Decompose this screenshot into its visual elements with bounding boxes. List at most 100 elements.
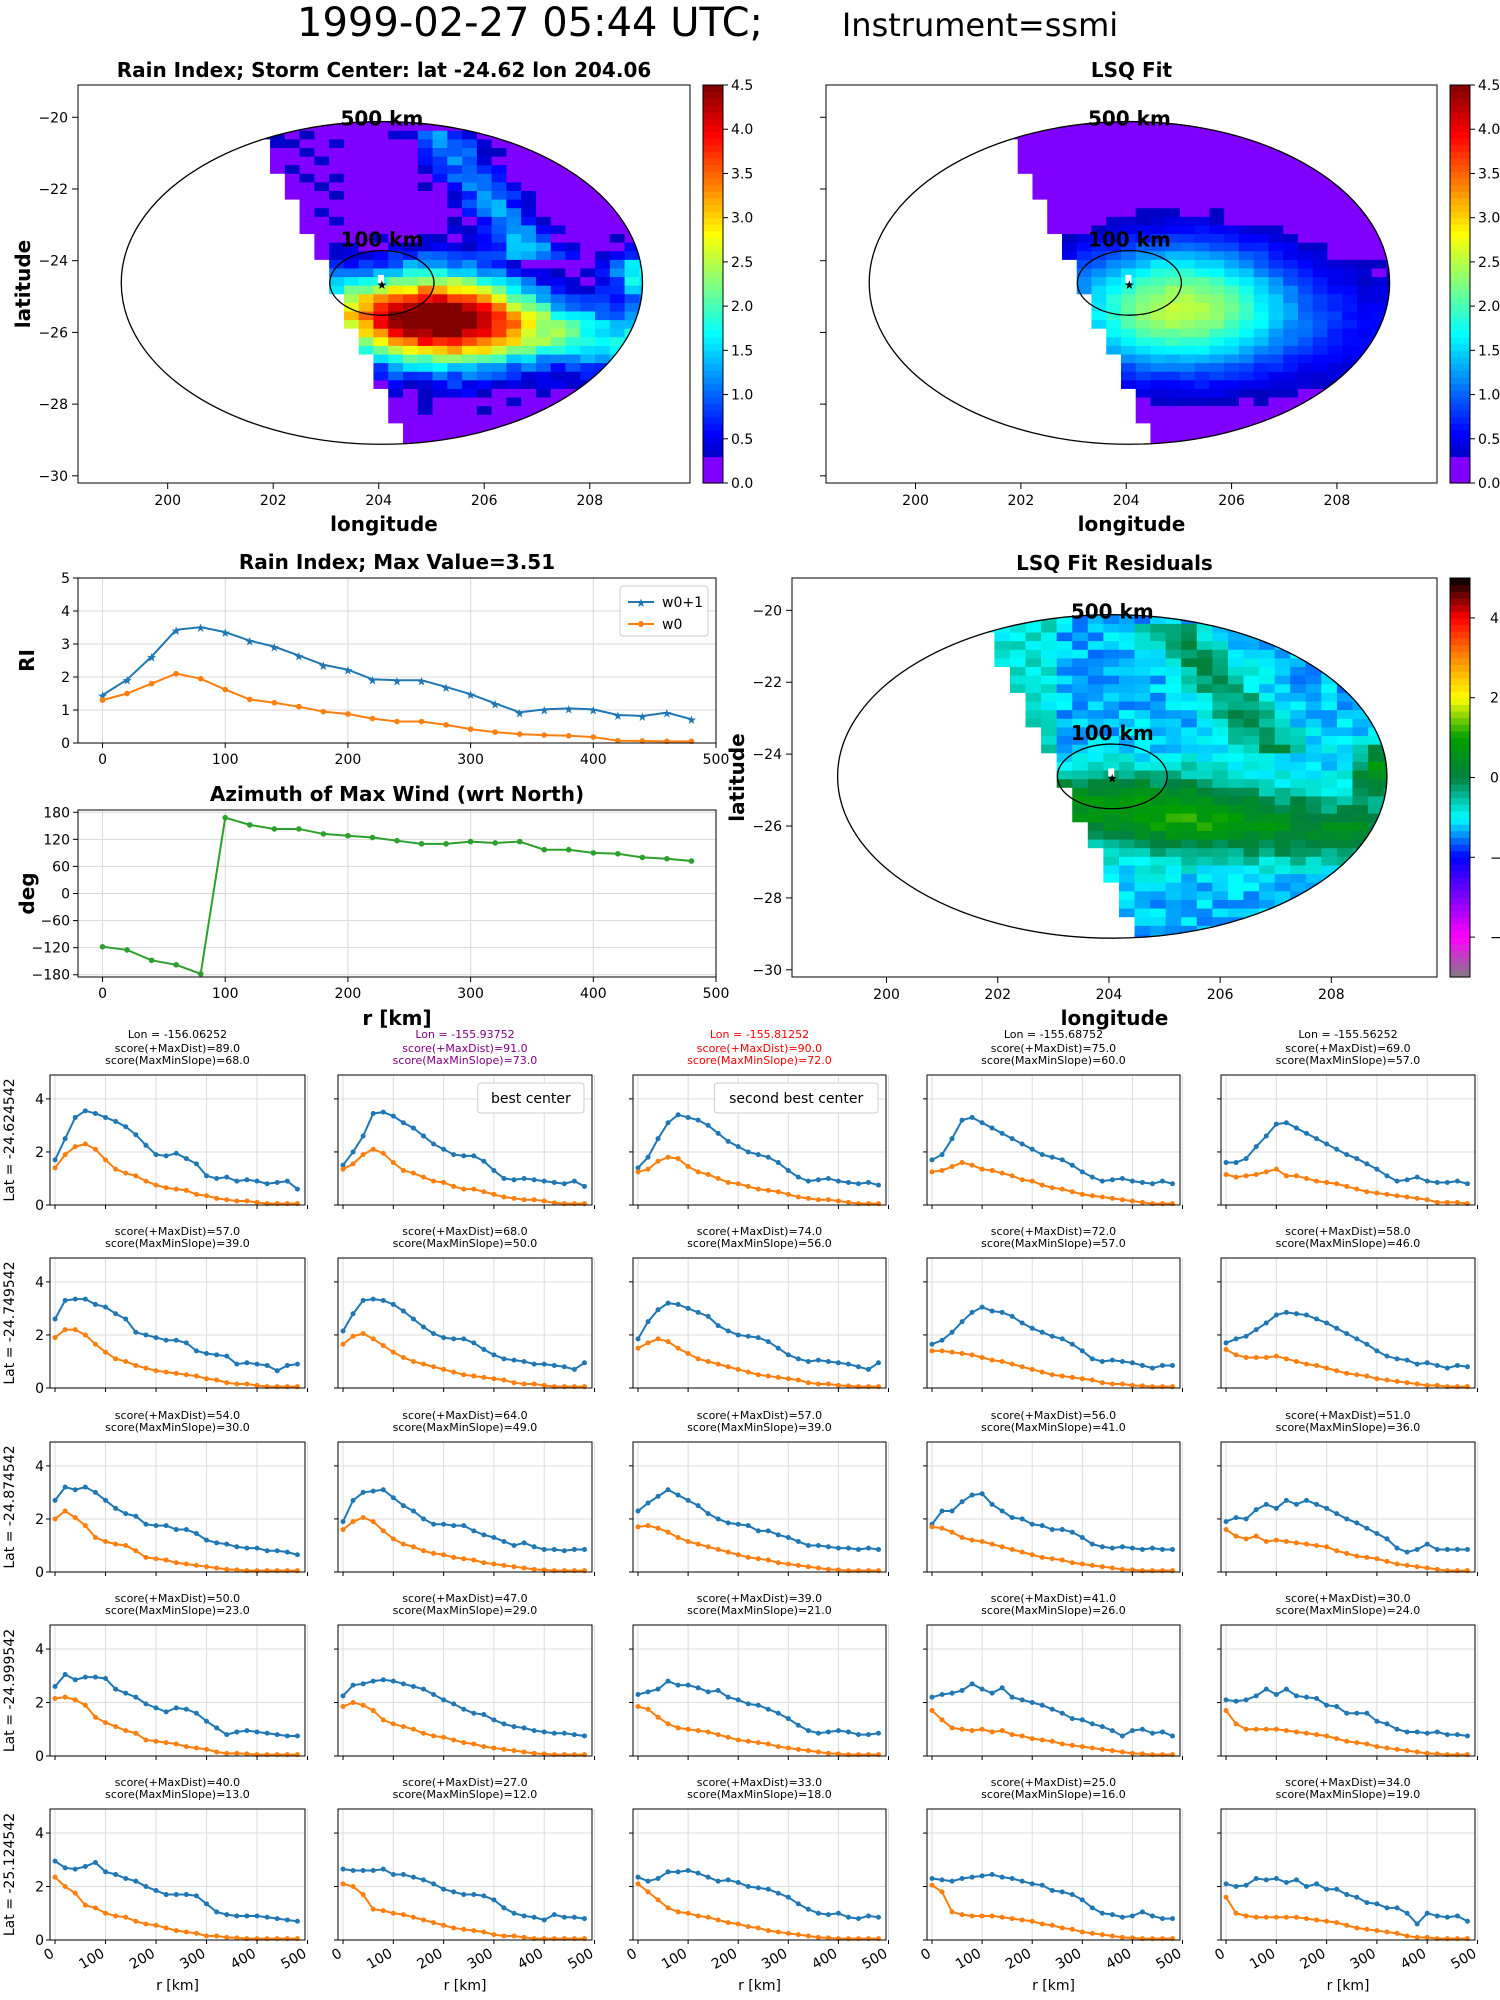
map-cell [447, 293, 463, 303]
map-cell [1352, 804, 1369, 814]
map-cell [1368, 838, 1385, 849]
map-cell [1268, 379, 1284, 389]
data-point [492, 840, 498, 846]
data-point [1404, 1380, 1410, 1386]
map-cell [476, 199, 493, 209]
data-point [296, 826, 302, 832]
map-cell [1327, 104, 1342, 113]
map-cell [1368, 778, 1385, 788]
map-cell [1032, 121, 1048, 131]
map-cell [1227, 830, 1245, 840]
map-cell [1224, 259, 1240, 269]
map-cell [402, 362, 419, 372]
data-point [561, 1364, 567, 1370]
map-cell [609, 181, 626, 192]
map-cell [329, 242, 345, 252]
data-point [400, 1541, 406, 1547]
data-point [254, 1178, 260, 1184]
map-cell [1386, 104, 1401, 113]
map-cell [270, 164, 286, 174]
chart-title: Azimuth of Max Wind (wrt North) [210, 782, 584, 806]
map-cell [1165, 224, 1181, 235]
map-cell [1386, 302, 1390, 312]
data-point [1089, 1356, 1095, 1362]
data-point [765, 1528, 771, 1534]
data-point [695, 1541, 701, 1547]
map-cell [624, 371, 640, 381]
map-cell [1371, 173, 1388, 183]
map-cell [1224, 138, 1240, 148]
colorbar-cell [1450, 857, 1470, 865]
data-point [92, 1714, 98, 1720]
map-cell [492, 104, 507, 113]
map-cell [684, 466, 699, 475]
data-point [1414, 1174, 1420, 1180]
map-cell [521, 276, 537, 286]
colorbar-cell [1450, 624, 1470, 632]
map-cell [1399, 865, 1415, 874]
map-cell [1238, 302, 1255, 312]
map-cell [669, 363, 684, 372]
map-cell [1297, 353, 1314, 364]
map-cell [1150, 173, 1166, 183]
data-point [431, 1364, 437, 1370]
map-cell [1047, 130, 1063, 140]
data-point: ★ [637, 710, 648, 724]
map-cell [1254, 104, 1269, 113]
map-cell [639, 190, 643, 200]
map-cell [1401, 242, 1416, 251]
x-tick-label: 300 [457, 752, 484, 768]
map-cell [1371, 285, 1388, 295]
map-cell [1002, 121, 1019, 131]
map-cell [1227, 700, 1245, 711]
map-cell [639, 414, 643, 424]
map-cell [1290, 795, 1307, 806]
y-axis-label: deg [15, 872, 39, 914]
map-cell [1165, 353, 1181, 364]
map-cell [1356, 233, 1373, 243]
map-cell [1386, 328, 1390, 338]
map-cell [1371, 267, 1388, 278]
map-cell [1056, 769, 1073, 780]
data-point [72, 1515, 78, 1521]
map-cell [491, 259, 507, 269]
map-cell [1368, 718, 1385, 728]
axes-frame [77, 84, 691, 484]
map-cell [1383, 916, 1387, 926]
data-point [82, 1296, 88, 1302]
data-point [815, 1381, 821, 1387]
colorbar-frame [702, 84, 724, 484]
map-cell [1305, 813, 1322, 823]
map-cell [1386, 285, 1390, 295]
colorbar-cell [703, 124, 723, 133]
data-point [1039, 1329, 1045, 1335]
data-point [410, 1544, 416, 1550]
map-cell [1179, 293, 1196, 303]
map-cell [1072, 614, 1089, 624]
map-cell [1181, 787, 1198, 797]
map-cell [1072, 649, 1089, 659]
map-cell [595, 285, 611, 295]
data-point [521, 1540, 527, 1546]
map-cell [1368, 864, 1385, 875]
map-cell [1165, 293, 1181, 303]
data-point [1009, 1361, 1015, 1367]
map-cell [402, 302, 419, 312]
data-point [815, 1357, 821, 1363]
map-cell [654, 457, 669, 466]
data-point [541, 846, 548, 853]
map-cell [595, 396, 611, 407]
map-cell [1401, 371, 1416, 380]
map-cell [1259, 675, 1276, 685]
map-cell [535, 302, 552, 312]
data-point [815, 1749, 821, 1755]
map-cell [462, 190, 478, 200]
label-100km: 100 km [340, 228, 423, 252]
map-cell [1134, 856, 1151, 866]
data-point [1129, 1545, 1135, 1551]
score-maxminslope: score(MaxMinSlope)=30.0 [105, 1421, 250, 1434]
map-cell [1076, 259, 1093, 269]
map-cell [1416, 354, 1431, 363]
map-cell [1259, 873, 1276, 883]
map-cell [1150, 259, 1166, 269]
